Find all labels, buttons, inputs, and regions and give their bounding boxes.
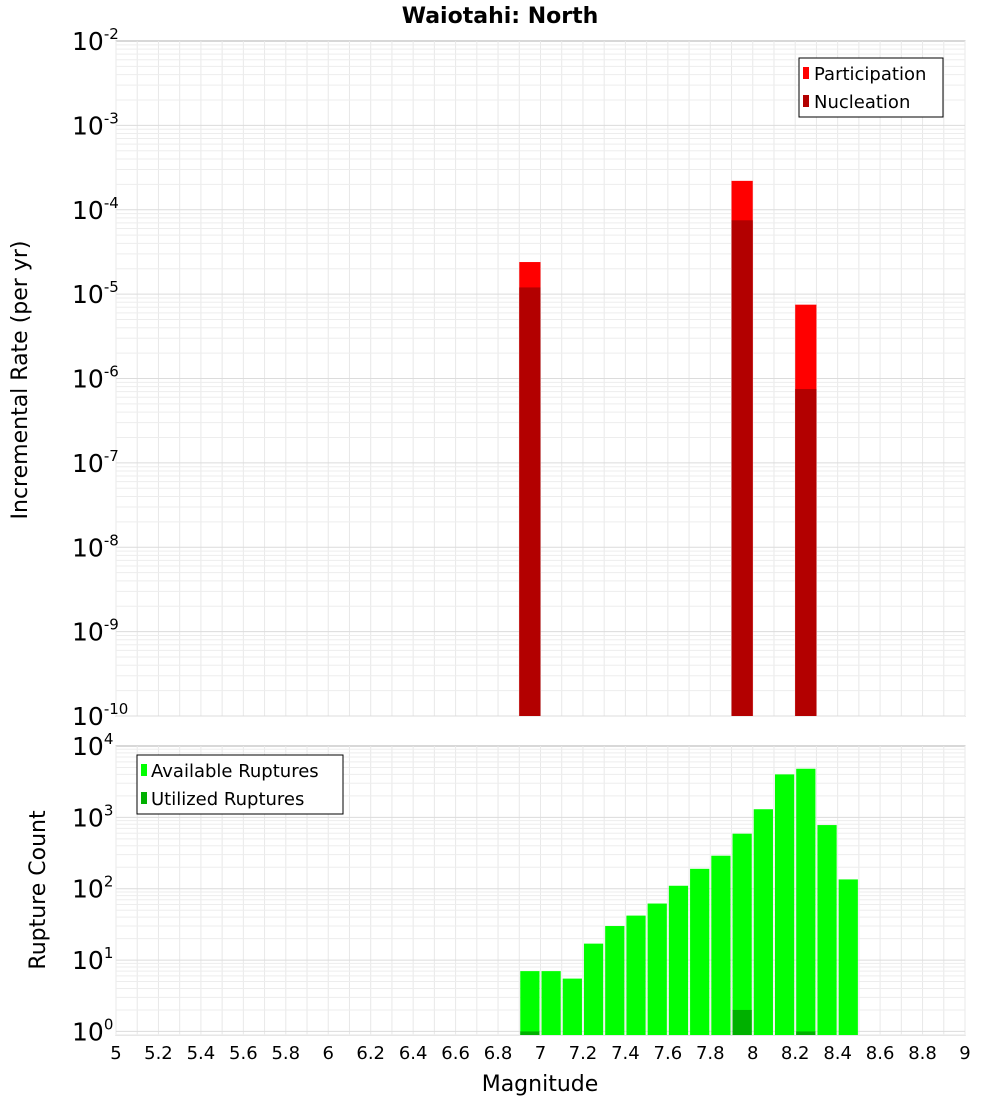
y-tick-label: 10-8 bbox=[72, 531, 119, 562]
bar-available-ruptures bbox=[753, 809, 773, 1035]
bar-utilized-ruptures bbox=[520, 1031, 540, 1035]
x-axis-ticks: 5 5.2 5.4 5.6 5.8 6 6.2 6.4 6.6 6.8 7 7.2 7.4 7.6 7.8 8… bbox=[110, 1043, 970, 1064]
legend-label-participation: Participation bbox=[814, 64, 926, 85]
bar-available-ruptures bbox=[562, 978, 582, 1035]
bar-available-ruptures bbox=[583, 943, 604, 1035]
x-axis-label: Magnitude bbox=[482, 1072, 599, 1097]
x-tick-label: 7.6 bbox=[654, 1043, 683, 1064]
count-bars bbox=[520, 768, 858, 1035]
x-tick-label: 5 bbox=[110, 1043, 121, 1064]
y-tick-label: 10-2 bbox=[72, 25, 119, 56]
legend-swatch-participation bbox=[803, 67, 809, 79]
x-tick-label: 5.8 bbox=[271, 1043, 300, 1064]
x-tick-label: 7 bbox=[535, 1043, 546, 1064]
bar-available-ruptures bbox=[817, 825, 837, 1035]
chart-title: Waiotahi: North bbox=[402, 4, 599, 29]
rate-legend-box bbox=[798, 57, 944, 118]
legend-label-utilized: Utilized Ruptures bbox=[151, 789, 304, 810]
legend-label-available: Available Ruptures bbox=[151, 761, 319, 782]
bar-available-ruptures bbox=[796, 768, 816, 1035]
y-tick-label: 10-5 bbox=[72, 278, 119, 309]
bar-utilized-ruptures bbox=[732, 1009, 752, 1035]
bar-nucleation bbox=[731, 220, 753, 717]
x-tick-label: 7.8 bbox=[696, 1043, 725, 1064]
legend-swatch-utilized bbox=[141, 792, 147, 804]
y-tick-label: 10-7 bbox=[72, 447, 119, 478]
x-tick-label: 5.4 bbox=[187, 1043, 216, 1064]
bar-available-ruptures bbox=[520, 971, 540, 1035]
bar-available-ruptures bbox=[690, 868, 710, 1035]
bar-nucleation bbox=[795, 389, 817, 716]
count-legend: Available Ruptures Utilized Ruptures bbox=[136, 754, 344, 815]
y-tick-label: 104 bbox=[72, 730, 113, 761]
legend-label-nucleation: Nucleation bbox=[814, 92, 910, 113]
count-legend-box bbox=[136, 754, 344, 815]
rate-legend: Participation Nucleation bbox=[798, 57, 944, 118]
bar-nucleation bbox=[519, 287, 541, 716]
rate-bars bbox=[519, 180, 817, 717]
bar-available-ruptures bbox=[668, 885, 689, 1035]
y-tick-label: 10-3 bbox=[72, 109, 119, 140]
y-tick-label: 10-10 bbox=[72, 700, 128, 731]
y-tick-label: 103 bbox=[72, 801, 113, 832]
count-y-ticks: 104 103 102 101 100 bbox=[72, 730, 113, 1046]
legend-swatch-available bbox=[141, 764, 147, 776]
x-tick-label: 7.4 bbox=[611, 1043, 640, 1064]
bar-utilized-ruptures bbox=[796, 1031, 816, 1035]
x-tick-label: 8.4 bbox=[823, 1043, 852, 1064]
x-tick-label: 6.8 bbox=[484, 1043, 513, 1064]
x-tick-label: 6.6 bbox=[441, 1043, 470, 1064]
x-tick-label: 8.8 bbox=[908, 1043, 937, 1064]
x-tick-label: 8.2 bbox=[781, 1043, 810, 1064]
y-tick-label: 10-9 bbox=[72, 616, 119, 647]
bar-available-ruptures bbox=[605, 926, 625, 1035]
x-tick-label: 9 bbox=[959, 1043, 970, 1064]
legend-swatch-nucleation bbox=[803, 95, 809, 107]
y-tick-label: 10-6 bbox=[72, 363, 119, 394]
bar-available-ruptures bbox=[732, 833, 752, 1035]
y-tick-label: 102 bbox=[72, 873, 113, 904]
bar-available-ruptures bbox=[774, 774, 795, 1035]
x-tick-label: 8.6 bbox=[866, 1043, 895, 1064]
bar-available-ruptures bbox=[541, 971, 561, 1035]
bar-available-ruptures bbox=[626, 915, 646, 1035]
x-tick-label: 6.4 bbox=[399, 1043, 428, 1064]
y-tick-label: 101 bbox=[72, 944, 113, 975]
x-tick-label: 7.2 bbox=[569, 1043, 598, 1064]
x-tick-label: 6.2 bbox=[356, 1043, 385, 1064]
y-tick-label: 10-4 bbox=[72, 194, 119, 225]
y-tick-label: 100 bbox=[72, 1015, 113, 1046]
x-tick-label: 8 bbox=[747, 1043, 758, 1064]
bar-available-ruptures bbox=[711, 855, 731, 1035]
count-y-axis-label: Rupture Count bbox=[26, 810, 51, 970]
bar-available-ruptures bbox=[838, 879, 858, 1035]
rate-panel: 10-2 10-3 10-4 10-5 10-6 10-7 10-8 10-9 10-10 In… bbox=[8, 25, 966, 731]
count-panel: 104 103 102 101 100 Rupture Count Available … bbox=[26, 730, 966, 1046]
rate-y-ticks: 10-2 10-3 10-4 10-5 10-6 10-7 10-8 10-9 10-10 bbox=[72, 25, 128, 731]
bar-available-ruptures bbox=[647, 903, 667, 1035]
x-tick-label: 5.2 bbox=[144, 1043, 173, 1064]
x-tick-label: 6 bbox=[323, 1043, 334, 1064]
x-tick-label: 5.6 bbox=[229, 1043, 258, 1064]
rate-y-axis-label: Incremental Rate (per yr) bbox=[8, 241, 33, 520]
